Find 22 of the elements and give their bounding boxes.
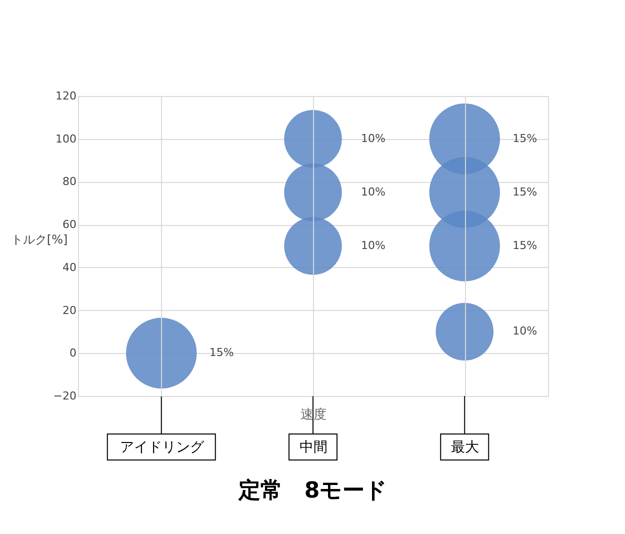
data-label: 10%: [361, 185, 386, 198]
data-label: 10%: [361, 239, 386, 252]
y-tick-label: −20: [53, 390, 76, 402]
y-tick-label: 120: [56, 90, 76, 102]
data-label: 15%: [512, 132, 538, 145]
y-tick-label: 40: [62, 260, 76, 274]
x-axis-title: 速度: [300, 406, 326, 422]
x-tick-label: アイドリング: [120, 440, 205, 456]
data-label: 10%: [361, 132, 386, 145]
y-tick-label: 0: [70, 346, 76, 360]
x-tick-label: 中間: [300, 440, 328, 456]
data-label: 15%: [209, 346, 234, 360]
text: 定常 8モード: [237, 478, 388, 504]
data-label: 15%: [512, 239, 538, 252]
data-label: 15%: [512, 185, 538, 198]
y-tick-label: 60: [62, 218, 76, 232]
y-tick-label: 80: [62, 175, 76, 188]
y-tick-label: 100: [56, 132, 76, 146]
y-tick-label: 20: [62, 304, 76, 317]
y-axis-title: トルク[%]: [10, 232, 68, 246]
data-label: 10%: [512, 324, 538, 338]
x-tick-label: 最大: [451, 440, 480, 456]
